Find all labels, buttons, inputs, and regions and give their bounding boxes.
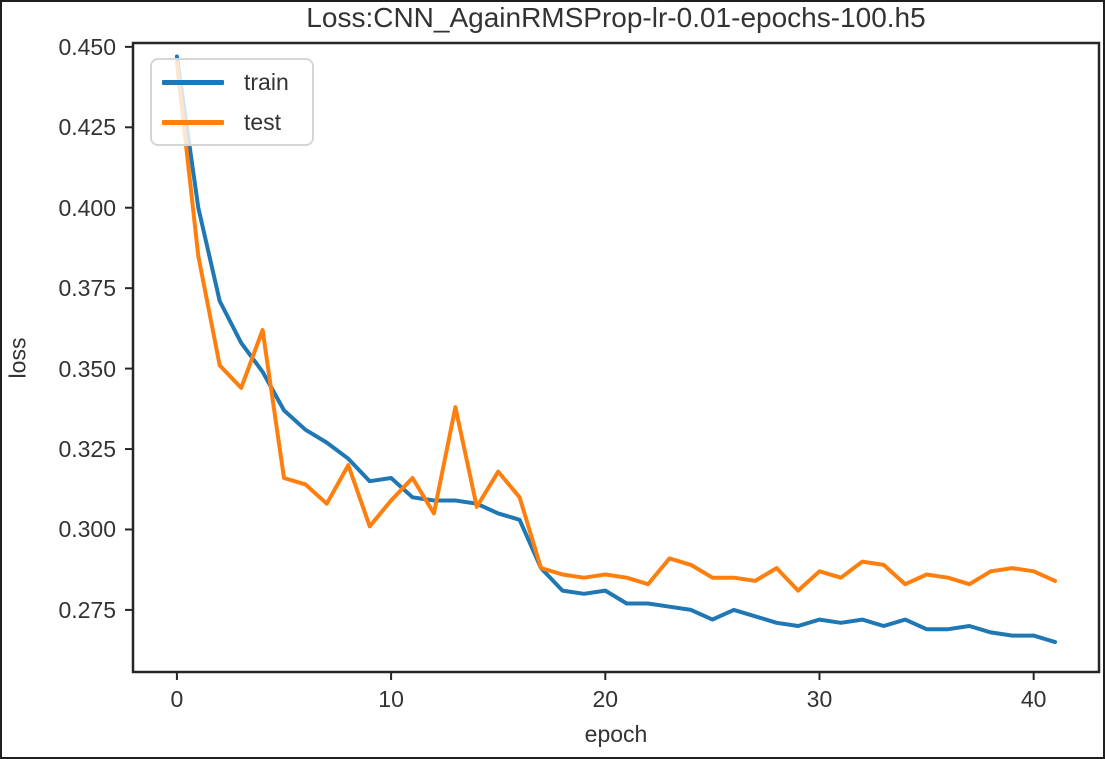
train-line <box>174 54 1058 645</box>
y-tick-label: 0.325 <box>58 436 116 463</box>
x-tick-label: 20 <box>592 686 619 712</box>
x-tick-label: 0 <box>170 686 184 712</box>
axes-box <box>131 41 1101 674</box>
test-line <box>174 60 1058 593</box>
y-tick-label: 0.375 <box>58 275 116 302</box>
test-line-swatch <box>162 119 224 125</box>
legend-row-train: train <box>152 62 312 102</box>
y-tick-label: 0.275 <box>58 596 116 623</box>
x-axis-label: epoch <box>584 721 648 747</box>
x-tick-label: 40 <box>1020 686 1047 712</box>
x-tick-label: 30 <box>806 686 833 712</box>
y-tick-label: 0.450 <box>58 33 116 60</box>
y-tick-label: 0.300 <box>58 516 116 543</box>
x-tick-label: 10 <box>378 686 404 712</box>
legend-row-test: test <box>152 102 312 142</box>
y-tick-label: 0.350 <box>58 355 116 382</box>
y-axis-label: loss <box>4 337 31 379</box>
y-tick-label: 0.425 <box>58 114 116 141</box>
legend: train test <box>150 58 314 146</box>
legend-label-test: test <box>244 108 282 135</box>
train-line-swatch <box>162 79 224 85</box>
legend-label-train: train <box>244 68 289 95</box>
y-tick-label: 0.400 <box>58 194 116 221</box>
chart-title: Loss:CNN_AgainRMSProp-lr-0.01-epochs-100… <box>306 2 926 33</box>
